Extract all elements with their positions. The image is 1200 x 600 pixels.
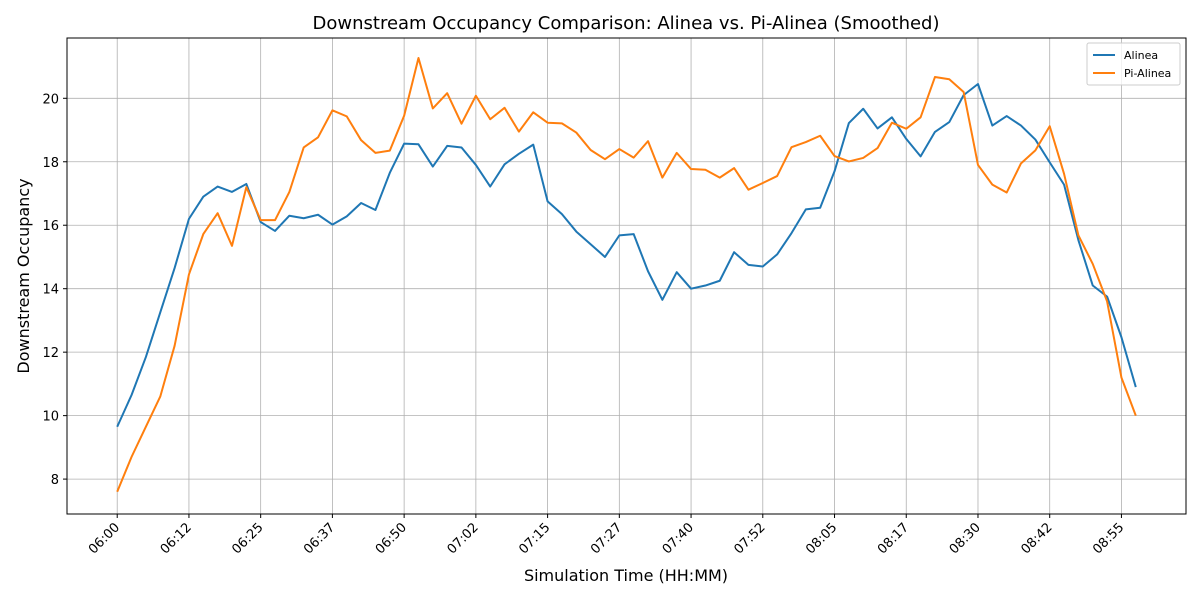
x-tick-label: 06:00	[86, 520, 123, 557]
x-tick-label: 07:02	[445, 520, 482, 557]
y-axis-label: Downstream Occupancy	[14, 178, 33, 373]
x-tick-label: 08:42	[1018, 520, 1055, 557]
x-tick-label: 06:12	[158, 520, 195, 557]
x-tick-label: 08:05	[803, 520, 840, 557]
y-tick-label: 18	[42, 156, 59, 171]
legend-label-alinea: Alinea	[1124, 49, 1158, 62]
series-line-pi-alinea	[116, 56, 1137, 493]
x-tick-label: 06:37	[301, 520, 338, 557]
y-tick-label: 12	[42, 346, 59, 361]
grid-lines	[67, 38, 1186, 514]
y-tick-label: 14	[42, 283, 59, 298]
x-tick-label: 08:30	[947, 520, 984, 557]
series-line-alinea	[116, 83, 1137, 428]
y-axis-ticks: 8 10 12 14 16 18 20	[42, 92, 67, 488]
legend-label-pi-alinea: Pi-Alinea	[1124, 67, 1171, 80]
y-tick-label: 8	[51, 473, 59, 488]
x-tick-label: 06:50	[373, 520, 410, 557]
x-axis-ticks: 06:00 06:12 06:25 06:37 06:50 07:02 07:15 07:27…	[86, 514, 1127, 557]
x-tick-label: 06:25	[229, 520, 266, 557]
x-axis-label: Simulation Time (HH:MM)	[524, 566, 728, 585]
y-tick-label: 20	[42, 92, 59, 107]
y-tick-label: 16	[42, 219, 59, 234]
chart-title: Downstream Occupancy Comparison: Alinea …	[313, 13, 940, 34]
series-layer	[116, 56, 1137, 493]
x-tick-label: 07:27	[588, 520, 625, 557]
x-tick-label: 07:15	[516, 520, 553, 557]
x-tick-label: 07:40	[660, 520, 697, 557]
x-tick-label: 08:17	[875, 520, 912, 557]
y-tick-label: 10	[42, 410, 59, 425]
legend-box	[1086, 42, 1181, 86]
x-tick-label: 08:55	[1090, 520, 1127, 557]
legend: Alinea Pi-Alinea	[1086, 42, 1181, 86]
x-tick-label: 07:52	[732, 520, 769, 557]
plot-frame	[66, 37, 1187, 515]
